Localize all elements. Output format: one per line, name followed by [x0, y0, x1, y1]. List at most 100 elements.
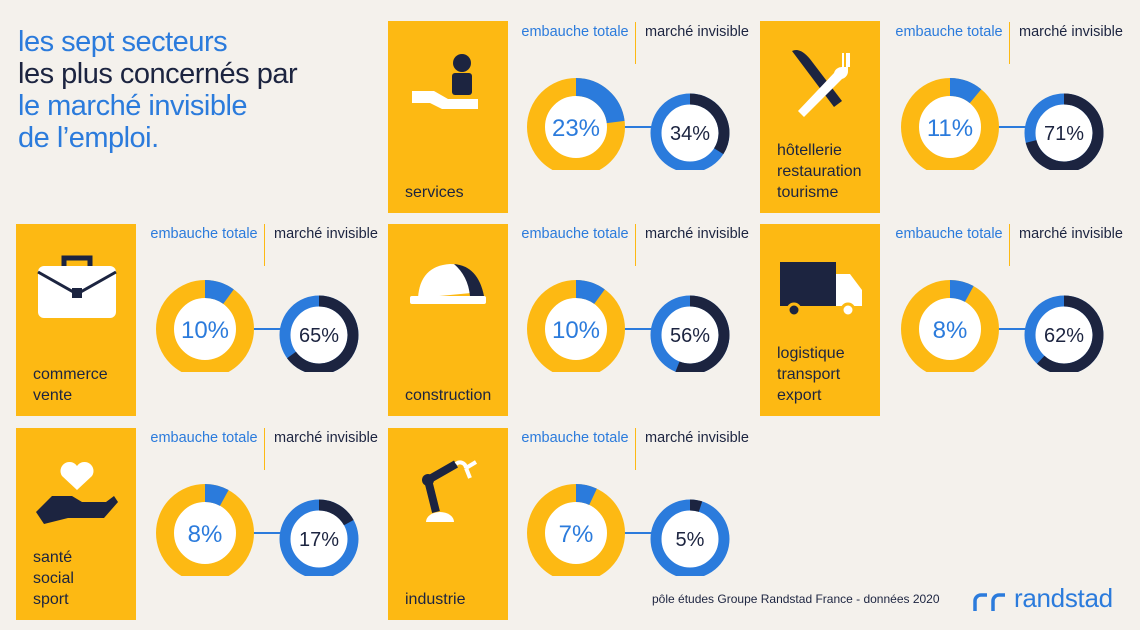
donut-embauche-totale-arc: [204, 484, 229, 507]
donut-marche-invisible-arc: [287, 295, 359, 372]
header-divider: [1009, 22, 1010, 64]
header-divider: [264, 428, 265, 470]
randstad-logo-icon: [973, 593, 1005, 611]
page-title: les sept secteurs les plus concernés par…: [18, 26, 298, 154]
header-divider: [635, 22, 636, 64]
marche-invisible-value: 17%: [299, 529, 339, 551]
header-marche-invisible: marché invisible: [645, 226, 749, 242]
embauche-totale-value: 23%: [552, 115, 600, 142]
sector-donuts: 7% 5%: [527, 484, 730, 576]
marche-invisible-value: 62%: [1044, 325, 1084, 347]
sector-donuts: 23% 34%: [527, 78, 730, 170]
sector-card: hôtellerie restauration tourisme: [760, 21, 880, 213]
hard-hat-icon: [404, 248, 494, 328]
sector-label-line: transport: [777, 366, 841, 383]
donut-embauche-totale-arc: [204, 280, 234, 305]
header-embauche-totale: embauche totale: [895, 24, 1003, 40]
header-divider: [635, 224, 636, 266]
sector-donuts: 11% 71%: [901, 78, 1104, 170]
header-embauche-totale: embauche totale: [150, 430, 258, 446]
marche-invisible-value: 56%: [670, 325, 710, 347]
sector-donuts: 8% 62%: [901, 280, 1104, 372]
sector-label: services: [405, 182, 464, 203]
sector-card: services: [388, 21, 508, 213]
sector-donuts: 8% 17%: [156, 484, 359, 576]
donut-marche-invisible-arc: [1036, 295, 1104, 372]
donut-marche-invisible-arc: [689, 499, 703, 512]
sector-label-line: sport: [33, 591, 69, 608]
header-marche-invisible: marché invisible: [645, 430, 749, 446]
sector-card: santé social sport: [16, 428, 136, 620]
header-divider: [264, 224, 265, 266]
sector-label-line: services: [405, 184, 464, 201]
header-marche-invisible: marché invisible: [1019, 24, 1123, 40]
donut-marche-invisible-arc: [675, 295, 730, 372]
donut-marche-invisible-arc: [1025, 93, 1104, 170]
title-line-4: de l’emploi.: [18, 122, 159, 154]
embauche-totale-value: 10%: [181, 317, 229, 344]
title-line-3: le marché invisible: [18, 90, 248, 122]
sector-label: santé social sport: [33, 547, 74, 610]
sector-label-line: industrie: [405, 591, 466, 608]
marche-invisible-value: 5%: [676, 529, 705, 551]
sector-label-line: social: [33, 570, 74, 587]
sector-label: construction: [405, 385, 491, 406]
sector-card: industrie: [388, 428, 508, 620]
donut-embauche-totale-arc: [575, 280, 605, 305]
header-embauche-totale: embauche totale: [521, 430, 629, 446]
hand-person-icon: [404, 45, 494, 125]
header-embauche-totale: embauche totale: [150, 226, 258, 242]
marche-invisible-value: 71%: [1044, 123, 1084, 145]
donut-embauche-totale-arc: [575, 78, 625, 124]
sector-card: logistique transport export: [760, 224, 880, 416]
sector-label-line: tourisme: [777, 184, 839, 201]
donut-embauche-totale-arc: [949, 78, 982, 104]
embauche-totale-value: 11%: [927, 115, 973, 142]
header-marche-invisible: marché invisible: [645, 24, 749, 40]
marche-invisible-value: 65%: [299, 325, 339, 347]
header-embauche-totale: embauche totale: [895, 226, 1003, 242]
sector-label-line: commerce: [33, 366, 108, 383]
header-marche-invisible: marché invisible: [274, 226, 378, 242]
sector-label-line: construction: [405, 387, 492, 404]
embauche-totale-value: 7%: [559, 521, 594, 548]
header-divider: [1009, 224, 1010, 266]
heart-hand-icon: [32, 452, 122, 532]
title-line-2: les plus concernés par: [18, 58, 298, 90]
header-marche-invisible: marché invisible: [274, 430, 378, 446]
knife-fork-icon: [776, 45, 866, 125]
sector-label: commerce vente: [33, 364, 108, 406]
donut-embauche-totale-arc: [575, 484, 597, 506]
header-embauche-totale: embauche totale: [521, 226, 629, 242]
sector-label-line: hôtellerie: [777, 142, 842, 159]
sector-label-line: santé: [33, 549, 73, 566]
embauche-totale-value: 10%: [552, 317, 600, 344]
header-marche-invisible: marché invisible: [1019, 226, 1123, 242]
randstad-logo: randstad: [972, 583, 1113, 615]
sector-label: industrie: [405, 589, 465, 610]
source-note: pôle études Groupe Randstad France - don…: [652, 592, 940, 606]
briefcase-icon: [32, 248, 122, 328]
truck-icon: [776, 248, 866, 328]
title-line-1: les sept secteurs: [18, 26, 228, 58]
donut-embauche-totale-arc: [949, 280, 974, 303]
embauche-totale-value: 8%: [933, 317, 968, 344]
sector-label-line: vente: [33, 387, 73, 404]
randstad-wordmark: randstad: [1014, 583, 1113, 613]
sector-card: commerce vente: [16, 224, 136, 416]
robot-arm-icon: [404, 452, 494, 532]
sector-label-line: logistique: [777, 345, 845, 362]
sector-label: hôtellerie restauration tourisme: [777, 140, 862, 203]
embauche-totale-value: 8%: [188, 521, 223, 548]
sector-label-line: export: [777, 387, 822, 404]
sector-card: construction: [388, 224, 508, 416]
sector-donuts: 10% 56%: [527, 280, 730, 372]
header-divider: [635, 428, 636, 470]
header-embauche-totale: embauche totale: [521, 24, 629, 40]
sector-label-line: restauration: [777, 163, 862, 180]
sector-donuts: 10% 65%: [156, 280, 359, 372]
sector-label: logistique transport export: [777, 343, 845, 406]
donut-marche-invisible-arc: [318, 499, 354, 526]
donut-marche-invisible-arc: [689, 93, 730, 155]
marche-invisible-value: 34%: [670, 123, 710, 145]
